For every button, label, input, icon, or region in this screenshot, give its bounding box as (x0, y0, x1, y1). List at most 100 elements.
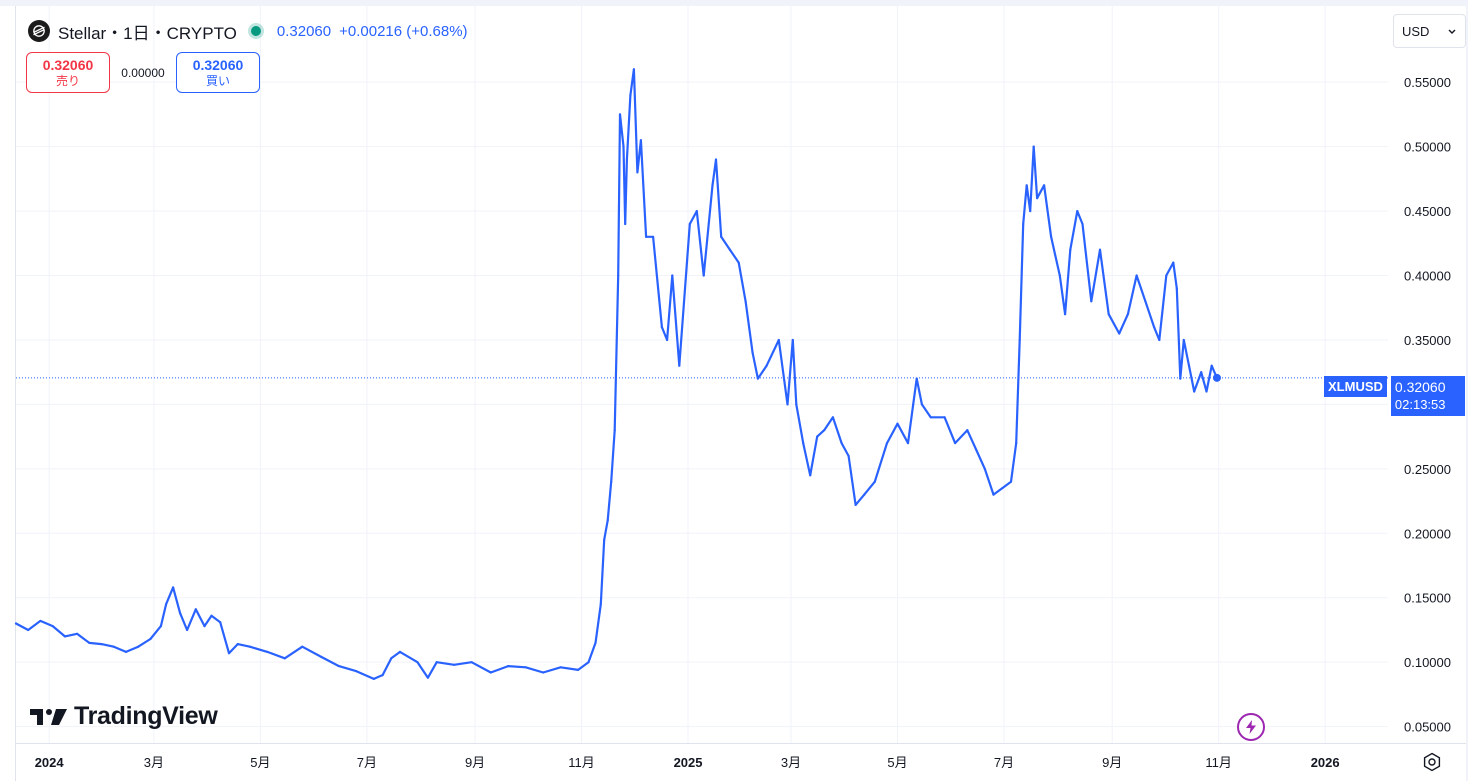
price-point (906, 441, 910, 445)
lightning-icon[interactable] (1237, 713, 1265, 741)
price-point (63, 635, 66, 638)
price-point (617, 274, 620, 277)
price-point (1179, 377, 1182, 380)
price-point (1107, 313, 1110, 316)
price-point (542, 671, 545, 674)
price-point (381, 673, 384, 677)
sell-button[interactable]: 0.32060 売り (26, 52, 110, 93)
price-point (983, 467, 986, 470)
y-tick-label: 0.10000 (1404, 655, 1451, 670)
gear-icon[interactable] (1420, 750, 1444, 774)
price-point (765, 364, 768, 367)
price-point (1144, 300, 1147, 303)
price-point (744, 300, 747, 303)
price-point (943, 416, 946, 419)
tradingview-logo-icon (30, 708, 67, 725)
price-point (929, 416, 932, 419)
price-point (576, 668, 580, 672)
x-tick-label: 2026 (1311, 755, 1340, 770)
price-point (1018, 338, 1021, 342)
price-point (624, 222, 627, 226)
price-point (1029, 209, 1032, 213)
price-point (702, 274, 705, 277)
chart-grid (16, 6, 1388, 743)
price-point (435, 661, 438, 664)
price-point (159, 624, 162, 628)
price-point (1205, 390, 1208, 393)
x-tick-label: 3月 (144, 755, 164, 770)
price-point (863, 493, 866, 496)
y-tick-label: 0.35000 (1404, 333, 1451, 348)
price-point (847, 454, 850, 458)
price-point (974, 448, 978, 451)
price-point (1015, 441, 1018, 445)
market-status-dot-icon[interactable] (250, 26, 261, 36)
price-point (885, 441, 889, 445)
currency-value: USD (1402, 23, 1430, 39)
price-point (1076, 209, 1079, 213)
price-point (645, 235, 648, 238)
x-tick-label: 3月 (781, 755, 801, 770)
y-tick-label: 0.25000 (1404, 462, 1451, 477)
tradingview-logo[interactable]: TradingView (30, 702, 218, 731)
price-point (756, 377, 759, 380)
top-border (0, 0, 1468, 6)
price-point (795, 403, 798, 406)
price-axis-label-value: 0.32060 (1394, 379, 1446, 395)
x-tick-label: 2024 (35, 755, 65, 770)
price-point (88, 641, 91, 644)
price-point (831, 416, 835, 419)
price-point (613, 429, 616, 432)
price-point (453, 663, 456, 666)
sell-label: 売り (55, 73, 80, 88)
price-point (337, 664, 341, 668)
time-axis[interactable]: 2024 3月 5月 7月 9月 11月 2025 3月 5月 7月 9月 11月 2026 (35, 755, 1340, 770)
price-point (639, 139, 643, 142)
price-point (210, 614, 213, 617)
price-point (137, 645, 140, 648)
price-point (426, 676, 430, 679)
price-point (1118, 332, 1121, 335)
x-tick-label: 5月 (250, 755, 270, 770)
price-point (1001, 487, 1004, 490)
price-point (652, 235, 655, 238)
buy-button[interactable]: 0.32060 買い (176, 52, 260, 93)
sell-price: 0.32060 (42, 56, 94, 73)
price-points (14, 68, 1219, 681)
price-point (248, 645, 252, 648)
last-price-value: 0.32060 (276, 22, 332, 40)
currency-select[interactable]: USD (1393, 14, 1466, 48)
price-axis-label: 0.32060 02:13:53 (1390, 376, 1465, 416)
price-point (1058, 274, 1061, 277)
price-point (1098, 248, 1102, 251)
symbol-title[interactable]: Stellar・1日・CRYPTO (58, 23, 237, 43)
y-tick-label: 0.50000 (1404, 140, 1451, 155)
y-tick-label: 0.20000 (1404, 526, 1451, 541)
price-point (606, 519, 609, 522)
price-point (678, 364, 681, 367)
price-point (1022, 222, 1025, 226)
price-point (1200, 371, 1203, 374)
price-point (896, 422, 899, 425)
stellar-logo-icon (28, 20, 50, 42)
price-point (594, 641, 597, 644)
price-point (912, 403, 915, 406)
price-point (1135, 274, 1138, 277)
price-point (1182, 338, 1185, 342)
price-point (236, 643, 239, 646)
price-point (1081, 222, 1084, 226)
price-point (171, 586, 175, 589)
price-point (203, 624, 206, 628)
price-point (470, 661, 473, 664)
price-point (219, 621, 222, 624)
price-point (816, 435, 819, 438)
price-point (194, 608, 197, 611)
x-tick-label: 7月 (357, 755, 377, 770)
price-point (625, 158, 629, 161)
price-point (802, 441, 805, 445)
price-point (632, 68, 636, 71)
price-point (283, 657, 286, 660)
price-point (27, 628, 30, 632)
price-point (915, 377, 918, 380)
